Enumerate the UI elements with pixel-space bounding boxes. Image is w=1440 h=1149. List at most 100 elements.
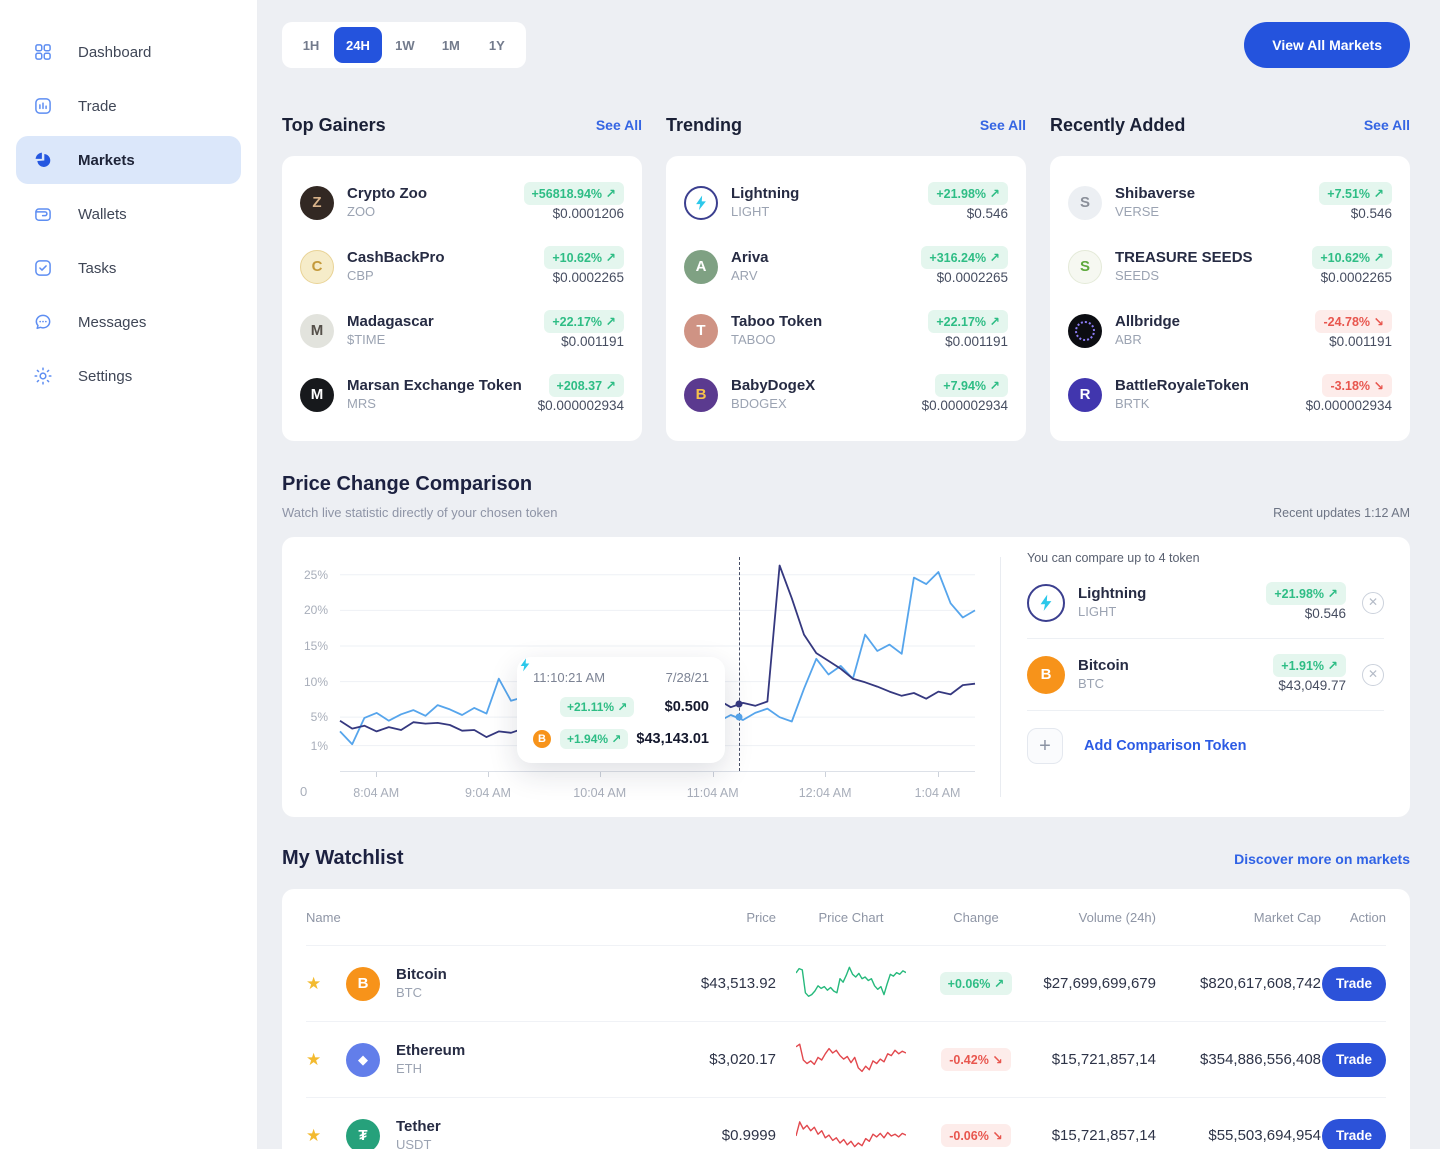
- token-symbol: BTC: [1078, 675, 1104, 691]
- sidebar-item-trade[interactable]: Trade: [16, 82, 241, 130]
- sidebar-item-messages[interactable]: Messages: [16, 298, 241, 346]
- sidebar-item-settings[interactable]: Settings: [16, 352, 241, 400]
- price-cell: $3,020.17: [709, 1051, 776, 1068]
- comparison-token-row: B Bitcoin BTC +1.91% ↗ $43,049.77 ✕: [1027, 639, 1384, 711]
- col-price: Price: [746, 909, 776, 925]
- favorite-star-icon[interactable]: ★: [306, 1049, 322, 1069]
- sparkline-chart: [776, 1038, 926, 1082]
- bitcoin-icon: B: [533, 730, 551, 748]
- y-tick-label: 10%: [303, 674, 328, 689]
- token-name: Bitcoin: [396, 965, 447, 983]
- watchlist-row-tether[interactable]: ★ ₮ Tether USDT $0.9999 -0.06% ↘ $15,721,8…: [306, 1097, 1386, 1149]
- tooltip-change-badge: +21.11% ↗: [560, 697, 635, 717]
- token-row[interactable]: R BattleRoyaleToken BRTK -3.18% ↘ $0.00000…: [1068, 364, 1392, 425]
- filter-1m[interactable]: 1M: [428, 27, 474, 63]
- sidebar: Dashboard Trade Markets Wallets Tasks: [0, 0, 258, 1149]
- token-row[interactable]: S TREASURE SEEDS SEEDS +10.62% ↗ $0.000226…: [1068, 236, 1392, 297]
- token-row[interactable]: S Shibaverse VERSE +7.51% ↗ $0.546: [1068, 172, 1392, 233]
- remove-token-button[interactable]: ✕: [1362, 591, 1384, 614]
- token-name: TREASURE SEEDS: [1115, 248, 1253, 266]
- gear-icon: [32, 365, 54, 387]
- token-price: $0.000002934: [537, 398, 624, 413]
- action-cell: Trade: [1321, 1118, 1386, 1149]
- market-cap-cell: $55,503,694,954: [1208, 1127, 1321, 1144]
- col-volume: Volume (24h): [1078, 909, 1156, 925]
- token-row[interactable]: B BabyDogeX BDOGEX +7.94% ↗ $0.000002934: [684, 364, 1008, 425]
- change-badge: +1.91% ↗: [1273, 654, 1346, 677]
- sidebar-item-dashboard[interactable]: Dashboard: [16, 28, 241, 76]
- change-cell: -0.06% ↘: [926, 1124, 1026, 1147]
- section-title: Trending: [666, 114, 742, 135]
- x-axis-labels: 8:04 AM 9:04 AM 10:04 AM 11:04 AM 12:04 AM 1:…: [340, 772, 975, 816]
- token-row[interactable]: Allbridge ABR -24.78% ↘ $0.001191: [1068, 300, 1392, 361]
- token-price: $0.000002934: [921, 398, 1008, 413]
- token-avatar-dotted-ring: [1068, 313, 1102, 348]
- action-cell: Trade: [1321, 966, 1386, 1001]
- favorite-star-icon[interactable]: ★: [306, 1125, 322, 1145]
- filter-24h[interactable]: 24H: [334, 27, 382, 63]
- x-tick-label: 8:04 AM: [353, 786, 400, 800]
- vertical-divider: [1000, 557, 1001, 797]
- trade-button[interactable]: Trade: [1322, 966, 1386, 1001]
- bitcoin-icon: B: [1027, 655, 1065, 694]
- filter-1w[interactable]: 1W: [382, 27, 428, 63]
- token-name: BattleRoyaleToken: [1115, 376, 1249, 394]
- sidebar-item-tasks[interactable]: Tasks: [16, 244, 241, 292]
- change-badge: +22.17% ↗: [928, 310, 1008, 333]
- add-comparison-token[interactable]: + Add Comparison Token: [1027, 711, 1384, 764]
- x-tick-mark: [487, 772, 489, 777]
- token-row[interactable]: T Taboo Token TABOO +22.17% ↗ $0.001191: [684, 300, 1008, 361]
- filter-1y[interactable]: 1Y: [474, 27, 520, 63]
- see-all-link[interactable]: See All: [1363, 117, 1410, 133]
- comparison-panel: You can compare up to 4 token Lightning L…: [1001, 537, 1410, 817]
- view-all-markets-button[interactable]: View All Markets: [1244, 22, 1410, 68]
- section-title: Recently Added: [1050, 114, 1186, 135]
- col-change: Change: [953, 909, 999, 925]
- market-cap-cell: $820,617,608,742: [1200, 975, 1321, 992]
- token-symbol: USDT: [396, 1136, 432, 1149]
- sidebar-item-wallets[interactable]: Wallets: [16, 190, 241, 238]
- change-cell: -0.42% ↘: [926, 1048, 1026, 1071]
- discover-more-link[interactable]: Discover more on markets: [1234, 850, 1410, 867]
- col-name: Name: [306, 909, 341, 925]
- token-row[interactable]: A Ariva ARV +316.24% ↗ $0.0002265: [684, 236, 1008, 297]
- see-all-link[interactable]: See All: [979, 117, 1026, 133]
- filter-1h[interactable]: 1H: [288, 27, 334, 63]
- token-avatar: R: [1068, 377, 1102, 412]
- tooltip-date: 7/28/21: [665, 670, 709, 685]
- price-cell: $0.9999: [721, 1127, 776, 1144]
- sidebar-item-label: Dashboard: [78, 43, 152, 61]
- token-name: Bitcoin: [1078, 656, 1129, 674]
- change-badge: +10.62% ↗: [544, 246, 624, 269]
- lightning-bolt-icon: [520, 658, 551, 716]
- trade-button[interactable]: Trade: [1322, 1118, 1386, 1149]
- token-price: $0.546: [1350, 206, 1392, 221]
- token-price: $0.001191: [1329, 334, 1392, 349]
- trending-section: Trending See All Lightning LIGHT +21.98% …: [666, 112, 1026, 441]
- remove-token-button[interactable]: ✕: [1362, 663, 1384, 686]
- tooltip-value: $43,143.01: [636, 731, 709, 747]
- token-row[interactable]: M Marsan Exchange Token MRS +208.37 ↗ $0.0…: [300, 364, 624, 425]
- token-row[interactable]: Z Crypto Zoo ZOO +56818.94% ↗ $0.0001206: [300, 172, 624, 233]
- token-price: $0.0002265: [1320, 270, 1392, 285]
- col-price-chart: Price Chart: [818, 909, 884, 925]
- watchlist-row-bitcoin[interactable]: ★ B Bitcoin BTC $43,513.92 +0.06% ↗ $27,69…: [306, 945, 1386, 1021]
- change-badge: -3.18% ↘: [1322, 374, 1392, 397]
- favorite-star-icon[interactable]: ★: [306, 973, 322, 993]
- token-avatar: S: [1068, 249, 1102, 284]
- token-row[interactable]: Lightning LIGHT +21.98% ↗ $0.546: [684, 172, 1008, 233]
- token-price: $43,049.77: [1278, 678, 1346, 693]
- see-all-link[interactable]: See All: [595, 117, 642, 133]
- change-badge: -0.42% ↘: [941, 1048, 1011, 1071]
- token-avatar: C: [300, 249, 334, 284]
- trade-button[interactable]: Trade: [1322, 1042, 1386, 1077]
- token-symbol: BTC: [396, 984, 422, 1000]
- chart-plot-area[interactable]: 11:10:21 AM 7/28/21 +21.11% ↗ $0.500 B +…: [339, 557, 976, 772]
- cursor-dot-lightning: [735, 713, 743, 721]
- token-row[interactable]: C CashBackPro CBP +10.62% ↗ $0.0002265: [300, 236, 624, 297]
- sidebar-item-label: Wallets: [78, 205, 127, 223]
- watchlist-row-ethereum[interactable]: ★ ◆ Ethereum ETH $3,020.17 -0.42% ↘ $15,72…: [306, 1021, 1386, 1097]
- lightning-bolt-icon: [684, 185, 718, 220]
- token-row[interactable]: M Madagascar $TIME +22.17% ↗ $0.001191: [300, 300, 624, 361]
- sidebar-item-markets[interactable]: Markets: [16, 136, 241, 184]
